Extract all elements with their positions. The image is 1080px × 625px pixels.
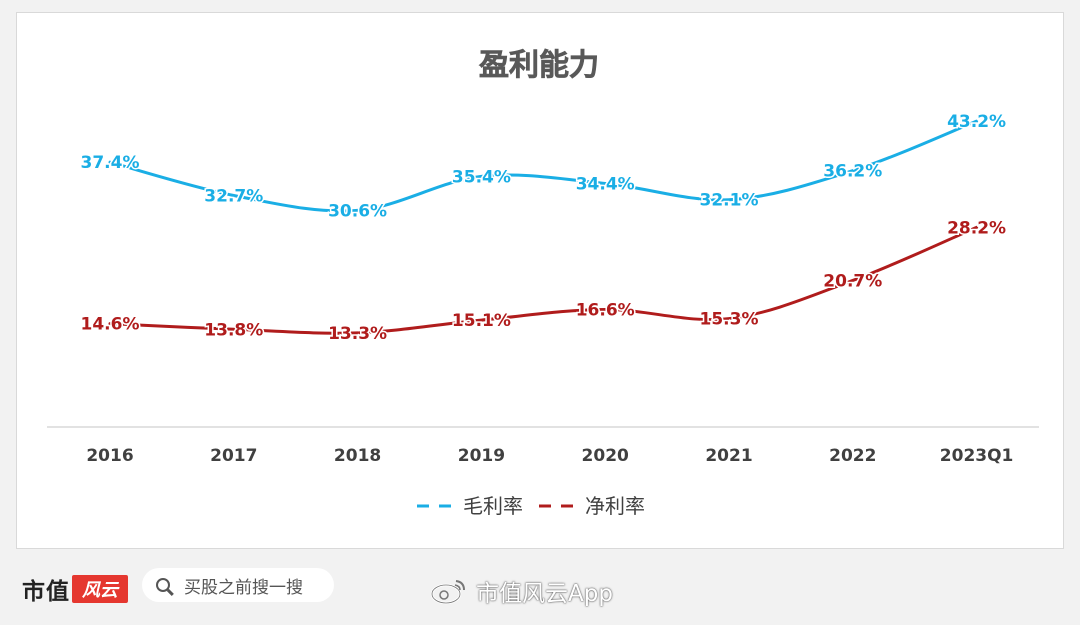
data-label: 20.7% (823, 271, 882, 291)
legend-label-2: 净利率 (585, 494, 645, 518)
x-tick-label: 2018 (334, 446, 381, 466)
weibo-watermark: 市值风云App (430, 574, 613, 608)
brand-name: 市值 (22, 579, 70, 605)
data-label: 14.6% (81, 315, 140, 335)
x-tick-label: 2022 (829, 446, 876, 466)
data-label: 13.8% (204, 320, 263, 340)
legend-label-1: 毛利率 (463, 494, 523, 518)
series-line-1 (108, 119, 979, 213)
data-label: 32.1% (700, 191, 759, 211)
x-tick-label: 2020 (582, 446, 629, 466)
data-label: 37.4% (81, 153, 140, 173)
data-label: 15.3% (700, 310, 759, 330)
data-label: 36.2% (823, 162, 882, 182)
series-layer: 37.4% 32.7% 30.6% 35.4% 34.4% 32.1% 36.2% 43.2%… (79, 111, 1008, 346)
data-label: 16.6% (576, 300, 635, 320)
legend: 毛利率 净利率 (417, 494, 645, 518)
x-tick-label: 2021 (705, 446, 752, 466)
data-label: 30.6% (328, 201, 387, 221)
weibo-text: 市值风云App (476, 581, 613, 607)
chart-title: 盈利能力 (479, 48, 599, 83)
x-tick-label: 2023Q1 (940, 446, 1014, 466)
brand-logo-icon: 风云 (72, 575, 128, 603)
data-label: 43.2% (947, 112, 1006, 132)
x-tick-label: 2017 (210, 446, 257, 466)
x-tick-label: 2019 (458, 446, 505, 466)
profitability-chart: 盈利能力 37.4% 32.7% 30.6% 35.4% 34.4% 32.1% 36.2%… (47, 48, 1039, 518)
weibo-icon (430, 580, 465, 605)
x-tick-label: 2016 (86, 446, 133, 466)
footer-bar: 市值 风云 买股之前搜一搜 市值风云App (0, 560, 1080, 625)
brand[interactable]: 市值 风云 (22, 572, 128, 606)
data-label: 35.4% (452, 167, 511, 187)
search-icon (156, 578, 170, 592)
search-input[interactable]: 买股之前搜一搜 (142, 568, 334, 602)
data-label: 32.7% (204, 186, 263, 206)
series-line-2 (108, 225, 979, 335)
chart-card: 盈利能力 37.4% 32.7% 30.6% 35.4% 34.4% 32.1% 36.2%… (16, 12, 1064, 549)
x-tick-labels: 2016 2017 2018 2019 2020 2021 2022 2023Q1 (86, 446, 1013, 466)
data-label: 13.3% (328, 324, 387, 344)
data-label: 15.1% (452, 311, 511, 331)
data-label: 28.2% (947, 218, 1006, 238)
data-label: 34.4% (576, 174, 635, 194)
search-placeholder: 买股之前搜一搜 (184, 577, 303, 598)
